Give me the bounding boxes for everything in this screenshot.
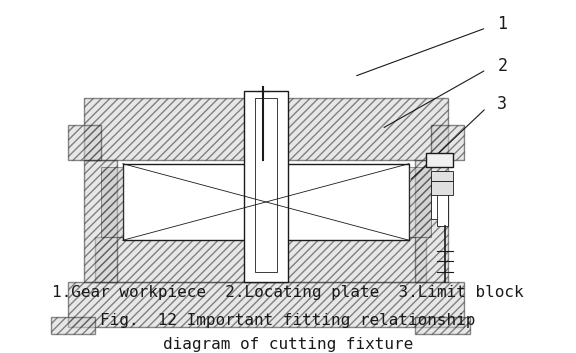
Bar: [95, 237, 426, 282]
Bar: [255, 97, 277, 271]
Bar: [431, 185, 448, 219]
Bar: [431, 181, 453, 195]
Bar: [415, 317, 470, 334]
Bar: [68, 282, 464, 327]
Text: diagram of cutting fixture: diagram of cutting fixture: [163, 337, 413, 352]
Text: 2: 2: [497, 57, 507, 75]
Bar: [84, 160, 118, 282]
Bar: [51, 317, 95, 334]
Text: Fig.  12 Important fitting relationship: Fig. 12 Important fitting relationship: [100, 313, 476, 328]
Text: 1: 1: [497, 16, 507, 34]
Bar: [101, 167, 123, 237]
Text: 3: 3: [497, 95, 507, 113]
Bar: [426, 153, 453, 167]
Bar: [68, 125, 101, 160]
Bar: [123, 164, 409, 240]
Bar: [431, 125, 464, 160]
Text: 1.Gear workpiece  2.Locating plate  3.Limit block: 1.Gear workpiece 2.Locating plate 3.Limi…: [52, 285, 524, 300]
Bar: [437, 170, 448, 226]
Bar: [415, 160, 448, 282]
Bar: [244, 90, 288, 282]
Bar: [84, 97, 448, 160]
Bar: [431, 170, 453, 181]
Bar: [409, 167, 431, 237]
